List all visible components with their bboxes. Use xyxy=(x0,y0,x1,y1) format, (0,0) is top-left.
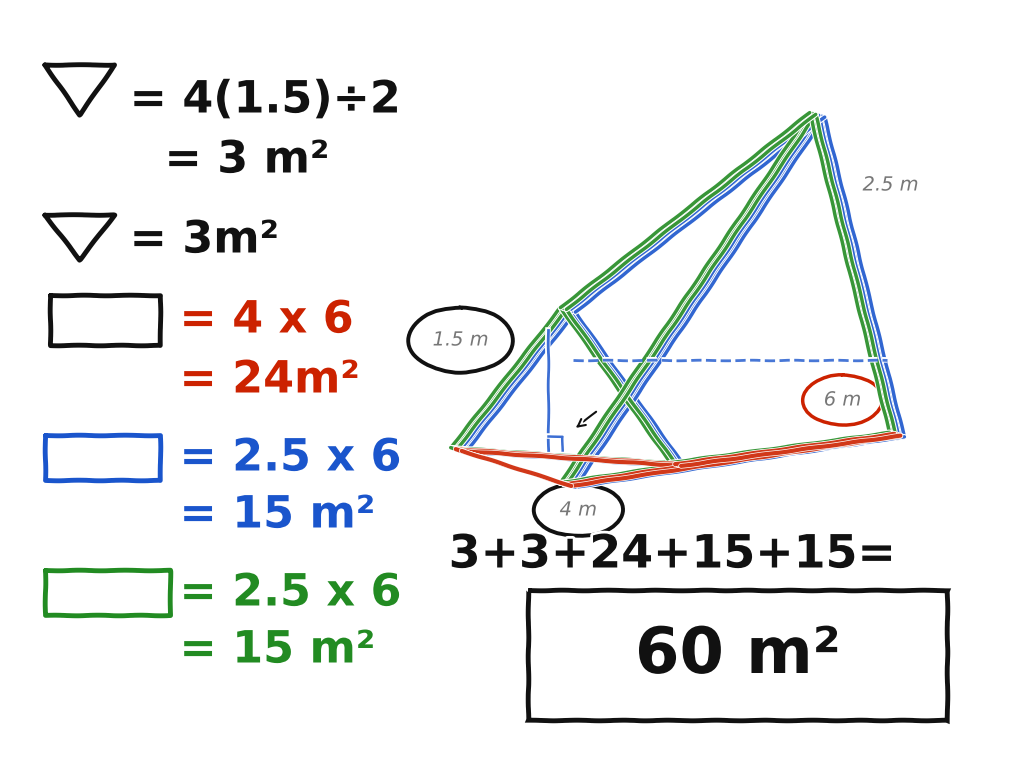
Text: 2.5 m: 2.5 m xyxy=(862,176,919,194)
Text: = 2.5 x 6: = 2.5 x 6 xyxy=(179,571,401,614)
Text: 4 m: 4 m xyxy=(559,501,597,519)
Text: 60 m²: 60 m² xyxy=(635,624,841,686)
Text: = 4(1.5)÷2: = 4(1.5)÷2 xyxy=(130,78,401,121)
Text: 3+3+24+15+15=: 3+3+24+15+15= xyxy=(449,532,896,578)
Text: = 3m²: = 3m² xyxy=(130,219,280,261)
Text: = 2.5 x 6: = 2.5 x 6 xyxy=(179,436,401,479)
Text: 6 m: 6 m xyxy=(823,390,861,409)
Text: 1.5 m: 1.5 m xyxy=(432,330,488,349)
Bar xyxy=(528,590,947,720)
Text: = 4 x 6: = 4 x 6 xyxy=(179,299,354,342)
Text: = 15 m²: = 15 m² xyxy=(179,628,376,671)
Text: = 15 m²: = 15 m² xyxy=(179,494,376,537)
Text: = 3 m²: = 3 m² xyxy=(165,138,330,181)
Text: = 24m²: = 24m² xyxy=(179,359,360,402)
